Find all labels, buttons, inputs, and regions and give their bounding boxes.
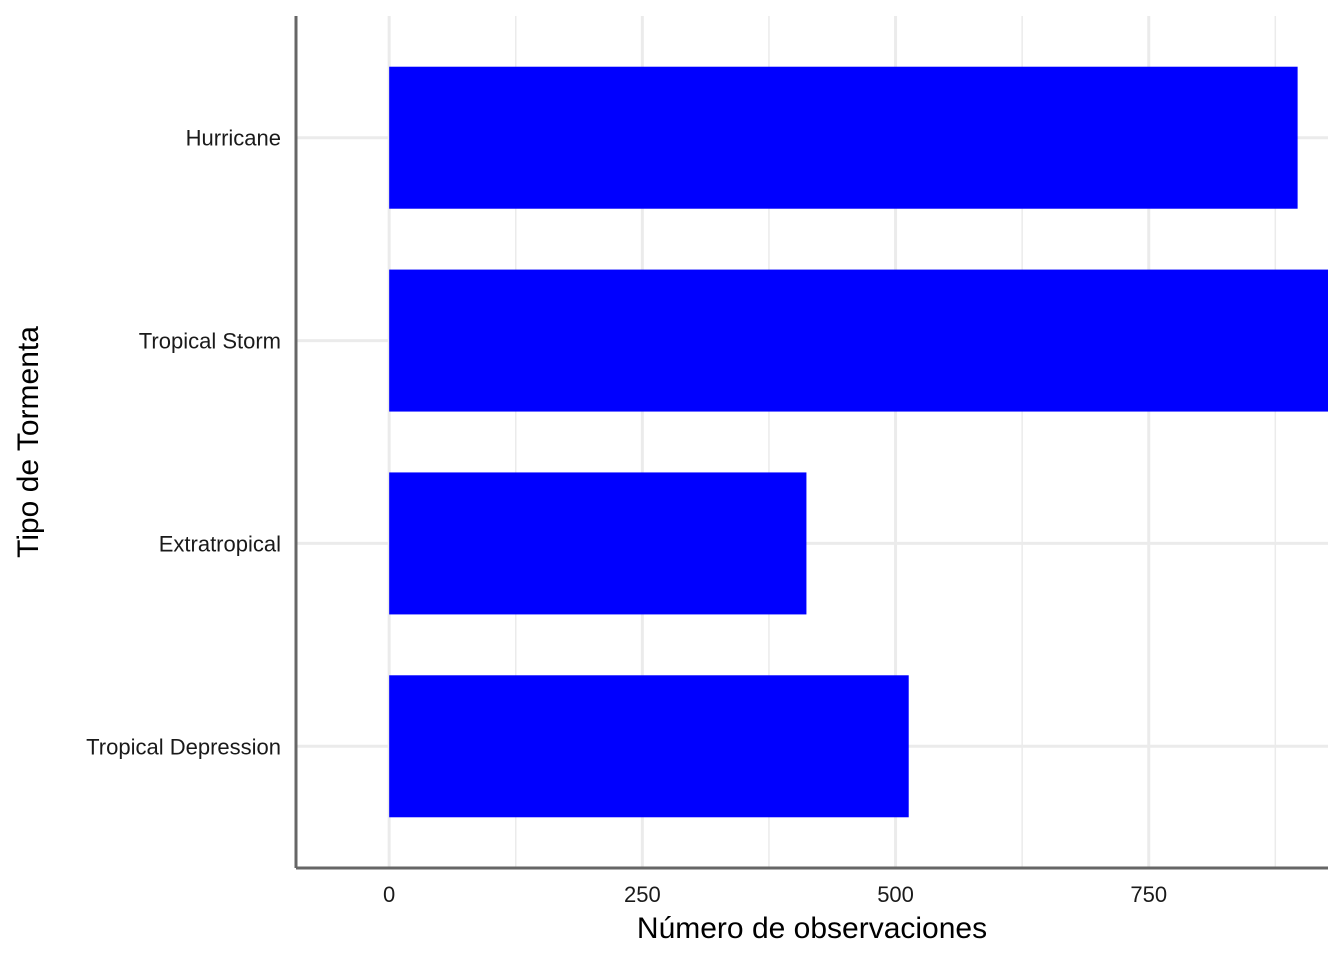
y-tick-labels: Hurricane Tropical Storm Extratropical Trop…: [86, 126, 281, 760]
y-tick-label: Extratropical: [159, 531, 281, 556]
y-axis-title: Tipo de Tormenta: [12, 326, 45, 558]
bar-tropical-storm: [389, 269, 1328, 412]
y-tick-label: Hurricane: [186, 126, 281, 151]
x-axis-title: Número de observaciones: [637, 912, 987, 945]
bars: [389, 66, 1328, 818]
x-tick-label: 500: [877, 882, 914, 907]
x-tick-label: 250: [624, 882, 661, 907]
x-tick-label: 750: [1130, 882, 1167, 907]
y-tick-label: Tropical Storm: [139, 329, 281, 354]
bar-tropical-depression: [389, 675, 909, 818]
x-tick-label: 0: [383, 882, 395, 907]
x-tick-labels: 0 250 500 750: [383, 882, 1167, 907]
bar-extratropical: [389, 472, 807, 615]
bar-hurricane: [389, 66, 1298, 209]
axes: [294, 16, 1328, 870]
y-tick-label: Tropical Depression: [86, 734, 281, 759]
